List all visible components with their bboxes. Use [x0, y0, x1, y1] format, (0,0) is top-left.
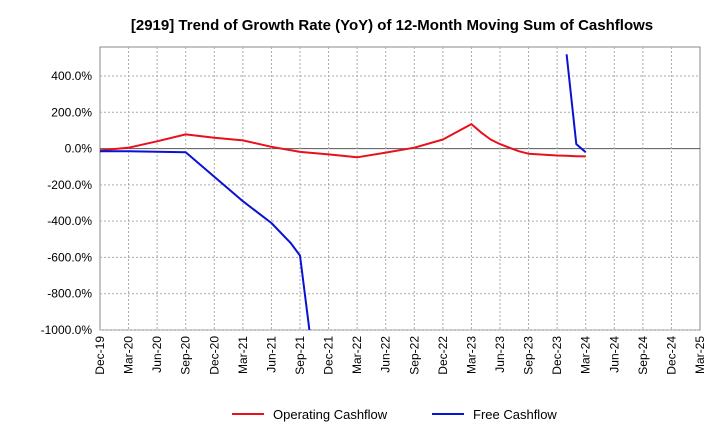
y-axis: 400.0% 200.0% 0.0% -200.0% -400.0% -600.0% -80… — [41, 69, 93, 337]
x-tick-label: Dec-23 — [550, 336, 564, 375]
x-tick-label: Jun-20 — [150, 336, 164, 373]
x-tick-label: Mar-25 — [693, 336, 707, 374]
x-tick-label: Dec-22 — [436, 336, 450, 375]
plot-border — [99, 46, 701, 331]
x-tick-label: Sep-22 — [407, 336, 421, 375]
y-tick-label: 0.0% — [65, 142, 93, 156]
series-line — [565, 54, 587, 153]
x-tick-label: Mar-20 — [122, 336, 136, 374]
y-tick-label: -1000.0% — [41, 323, 93, 337]
x-tick-label: Dec-24 — [664, 336, 678, 375]
y-tick-label: 200.0% — [51, 105, 92, 119]
x-tick-label: Dec-21 — [322, 336, 336, 375]
y-tick-label: -800.0% — [47, 287, 92, 301]
x-tick-label: Jun-22 — [379, 336, 393, 373]
y-tick-label: -400.0% — [47, 214, 92, 228]
legend-label-operating-cashflow: Operating Cashflow — [273, 407, 388, 422]
x-tick-label: Sep-24 — [636, 336, 650, 375]
series-line — [100, 150, 311, 330]
x-tick-label: Mar-21 — [236, 336, 250, 374]
x-tick-label: Dec-19 — [93, 336, 107, 375]
plot-area — [100, 54, 587, 330]
x-axis: Dec-19 Mar-20 Jun-20 Sep-20 Dec-20 Mar-21 Jun-… — [93, 336, 707, 375]
y-tick-label: 400.0% — [51, 69, 92, 83]
y-tick-label: -600.0% — [47, 250, 92, 264]
x-tick-label: Mar-23 — [464, 336, 478, 374]
x-tick-label: Jun-23 — [493, 336, 507, 373]
grid — [99, 46, 701, 331]
legend-label-free-cashflow: Free Cashflow — [473, 407, 557, 422]
x-tick-label: Dec-20 — [207, 336, 221, 375]
series-line — [100, 123, 586, 159]
series-operating-cashflow — [100, 123, 586, 159]
series-free-cashflow — [100, 54, 587, 330]
chart-title: [2919] Trend of Growth Rate (YoY) of 12-… — [131, 17, 653, 34]
legend: Operating Cashflow Free Cashflow — [232, 407, 557, 422]
y-tick-label: -200.0% — [47, 178, 92, 192]
x-tick-label: Sep-21 — [293, 336, 307, 375]
x-tick-label: Jun-21 — [264, 336, 278, 373]
x-tick-label: Mar-22 — [350, 336, 364, 374]
x-tick-label: Mar-24 — [579, 336, 593, 374]
x-tick-label: Jun-24 — [607, 336, 621, 373]
x-tick-label: Sep-23 — [522, 336, 536, 375]
x-tick-label: Sep-20 — [179, 336, 193, 375]
